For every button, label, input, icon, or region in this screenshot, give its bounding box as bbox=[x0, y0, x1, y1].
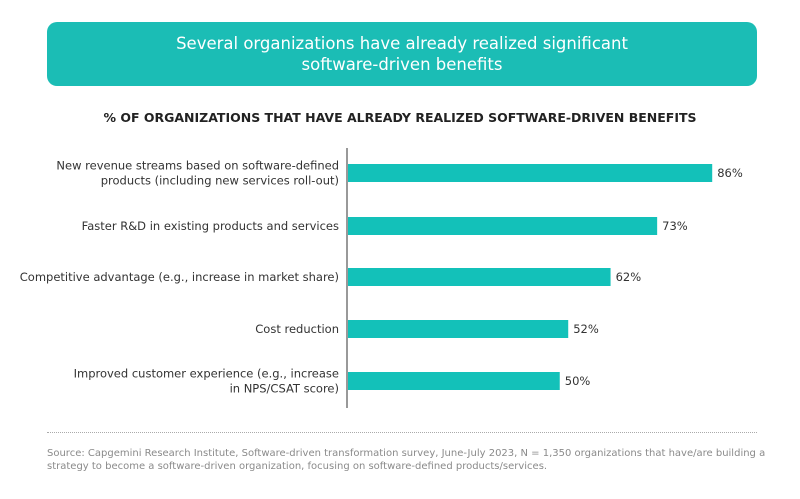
chart-title: % OF ORGANIZATIONS THAT HAVE ALREADY REA… bbox=[103, 110, 697, 125]
divider bbox=[47, 432, 757, 433]
value-label: 86% bbox=[717, 166, 743, 180]
header-banner: Several organizations have already reali… bbox=[47, 22, 757, 86]
value-label: 52% bbox=[573, 322, 599, 336]
category-label: New revenue streams based on software-de… bbox=[56, 159, 339, 173]
banner-line-1: Several organizations have already reali… bbox=[176, 34, 628, 53]
category-label: Improved customer experience (e.g., incr… bbox=[74, 367, 339, 381]
bar bbox=[348, 217, 658, 235]
bar bbox=[348, 164, 713, 182]
value-label: 73% bbox=[662, 219, 688, 233]
category-label: in NPS/CSAT score) bbox=[230, 382, 339, 396]
bar bbox=[348, 320, 569, 338]
category-label: products (including new services roll-ou… bbox=[101, 174, 339, 188]
category-label: Competitive advantage (e.g., increase in… bbox=[20, 270, 339, 284]
category-label: Faster R&D in existing products and serv… bbox=[82, 219, 339, 233]
value-label: 50% bbox=[565, 374, 591, 388]
bar bbox=[348, 372, 560, 390]
bar-chart: 86% New revenue streams based on software… bbox=[20, 148, 743, 408]
banner-line-2: software-driven benefits bbox=[301, 55, 503, 74]
bar bbox=[348, 268, 611, 286]
value-label: 62% bbox=[616, 270, 642, 284]
source-note: Source: Capgemini Research Institute, So… bbox=[47, 448, 766, 472]
category-label: Cost reduction bbox=[255, 322, 339, 336]
